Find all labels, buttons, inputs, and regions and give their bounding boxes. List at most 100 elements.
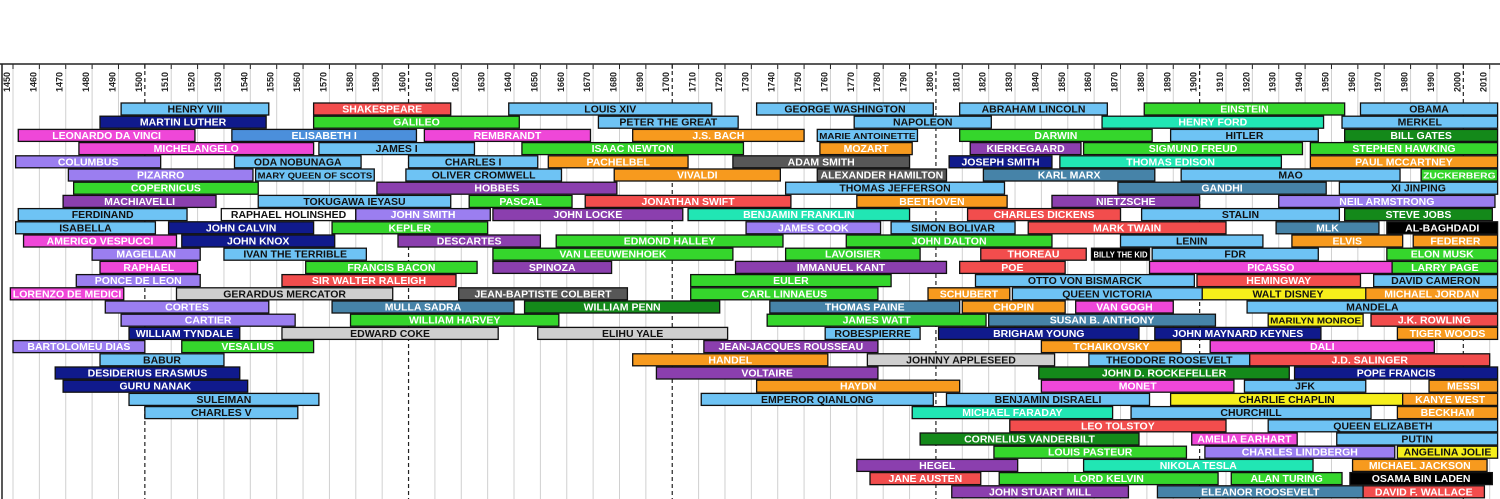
x-tick-label: 1480 xyxy=(81,72,91,92)
lifespan-bar xyxy=(1090,247,1151,261)
lifespan-bar xyxy=(784,181,1006,195)
person-name: ELISABETH I xyxy=(291,130,356,142)
lifespan-bar xyxy=(457,287,629,301)
person-name: THOMAS JEFFERSON xyxy=(839,183,950,195)
x-tick-label: 1800 xyxy=(925,72,935,92)
person-bar: EULER xyxy=(690,273,892,288)
x-tick-label: 1520 xyxy=(187,72,197,92)
person-bar: FRANCIS BACON xyxy=(305,260,478,275)
lifespan-bar xyxy=(1351,458,1488,473)
lifespan-bar xyxy=(78,141,315,156)
person-name: J.D. SALINGER xyxy=(1331,354,1408,366)
lifespan-bar xyxy=(1101,115,1325,129)
person-bar: ELVIS xyxy=(1291,234,1404,248)
person-bar: JAMES I xyxy=(318,141,476,156)
lifespan-bar xyxy=(732,155,911,169)
person-name: OBAMA xyxy=(1409,104,1449,116)
lifespan-bar xyxy=(1249,353,1491,367)
person-name: JOHN SMITH xyxy=(391,209,456,221)
x-tick-label: 1970 xyxy=(1373,72,1383,92)
person-bar: ADAM SMITH xyxy=(732,155,911,169)
x-tick-label: 1700 xyxy=(661,72,671,92)
person-bar: KARL MARX xyxy=(982,168,1156,182)
lifespan-bar xyxy=(1191,432,1298,446)
person-name: AMERIGO VESPUCCI xyxy=(47,236,154,248)
lifespan-bar xyxy=(1119,234,1264,248)
person-bar: HITLER xyxy=(1169,128,1319,143)
person-name: FDR xyxy=(1224,249,1246,261)
lifespan-bar xyxy=(784,247,921,261)
person-name: JOHN CALVIN xyxy=(206,222,276,234)
lifespan-bar xyxy=(128,392,320,407)
person-bar: WILLIAM PENN xyxy=(523,300,721,314)
person-bar: WALT DISNEY xyxy=(1201,287,1375,301)
lifespan-bar xyxy=(919,432,1140,446)
lifespan-bar xyxy=(1051,194,1201,209)
person-name: PICASSO xyxy=(1247,262,1294,274)
person-name: ISAAC NEWTON xyxy=(592,143,674,155)
person-name: EULER xyxy=(773,275,809,287)
person-bar: GERARDUS MERCATOR xyxy=(175,287,394,301)
person-bar: BRIGHAM YOUNG xyxy=(937,326,1140,341)
x-tick-label: 1710 xyxy=(688,72,698,92)
person-name: MARK TWAIN xyxy=(1093,222,1161,234)
person-name: JOHN DALTON xyxy=(912,236,987,248)
lifespan-bar xyxy=(890,221,1016,235)
lifespan-bar xyxy=(824,326,921,341)
x-tick-label: 1740 xyxy=(767,72,777,92)
x-tick-label: 1610 xyxy=(424,72,434,92)
person-bar: LENIN xyxy=(1119,234,1264,248)
person-name: CHURCHILL xyxy=(1220,407,1282,419)
lifespan-bar xyxy=(1082,458,1314,473)
person-name: BRIGHAM YOUNG xyxy=(993,328,1084,340)
person-bar: JONATHAN SWIFT xyxy=(584,194,792,209)
person-name: FEDERER xyxy=(1430,236,1481,248)
person-name: SHAKESPEARE xyxy=(342,104,422,116)
lifespan-bar xyxy=(54,366,241,380)
person-bar: BECKHAM xyxy=(1396,405,1499,420)
person-bar: JOHN SMITH xyxy=(355,207,491,222)
person-name: ELON MUSK xyxy=(1411,249,1474,261)
x-tick-label: 1550 xyxy=(266,72,276,92)
person-bar: JANE AUSTEN xyxy=(869,471,982,486)
person-name: CHARLES V xyxy=(191,407,252,419)
person-name: RAPHAEL xyxy=(123,262,174,274)
person-bar: THOMAS PAINE xyxy=(769,300,961,314)
person-bar: MARIE ANTOINETTE xyxy=(816,128,919,143)
lifespan-bar xyxy=(613,168,781,182)
person-name: IVAN THE TERRIBLE xyxy=(243,249,347,261)
x-tick-label: 1930 xyxy=(1268,72,1278,92)
person-bar: VOLTAIRE xyxy=(655,366,879,380)
person-bar: NIETZSCHE xyxy=(1051,194,1201,209)
lifespan-bar xyxy=(969,141,1082,156)
lifespan-bar xyxy=(1180,168,1401,182)
person-bar: DAVID CAMERON xyxy=(1373,273,1499,288)
lifespan-bar xyxy=(1391,260,1499,275)
person-bar: COPERNICUS xyxy=(72,181,259,195)
lifespan-bar xyxy=(703,339,879,354)
lifespan-bar xyxy=(845,234,1053,248)
person-bar: CHURCHILL xyxy=(1130,405,1372,420)
person-name: MULLA SADRA xyxy=(385,302,462,314)
person-name: THOMAS EDISON xyxy=(1126,156,1215,168)
person-name: HEMINGWAY xyxy=(1246,275,1311,287)
person-bar: FDR xyxy=(1151,247,1319,261)
person-name: JOHNNY APPLESEED xyxy=(906,354,1016,366)
lifespan-bar xyxy=(700,392,934,407)
x-tick-label: 1670 xyxy=(582,72,592,92)
person-name: LOUIS PASTEUR xyxy=(1048,447,1133,459)
person-name: JOHN STUART MILL xyxy=(989,486,1092,498)
lifespan-bar xyxy=(937,326,1140,341)
person-bar: GEORGE WASHINGTON xyxy=(755,102,934,116)
lifespan-bar xyxy=(1338,181,1499,195)
person-name: JAMES COOK xyxy=(778,222,849,234)
lifespan-bar xyxy=(1428,379,1499,393)
person-name: MARIE ANTOINETTE xyxy=(819,131,916,141)
person-name: NEIL ARMSTRONG xyxy=(1339,196,1434,208)
lifespan-bar xyxy=(349,313,560,327)
person-name: JEAN-JACQUES ROUSSEAU xyxy=(719,341,864,353)
person-bar: DESCARTES xyxy=(397,234,542,248)
person-name: EINSTEIN xyxy=(1220,104,1268,116)
person-name: SIGMUND FREUD xyxy=(1149,143,1238,155)
person-name: ELIHU YALE xyxy=(602,328,663,340)
